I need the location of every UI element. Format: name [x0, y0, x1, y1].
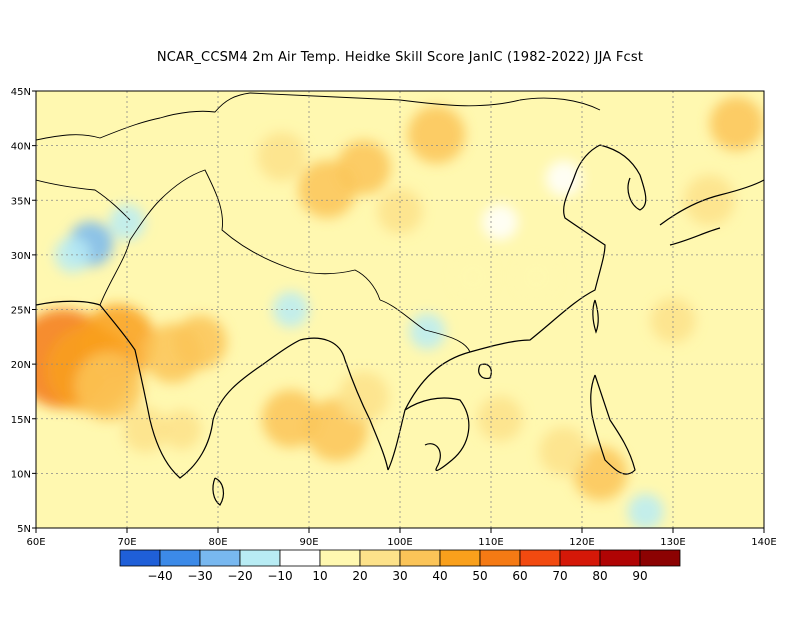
- colorbar-swatch: [519, 549, 561, 567]
- colorbar-swatch: [159, 549, 201, 567]
- lon-tick-label: 110E: [478, 537, 503, 548]
- lon-tick-label: 60E: [26, 537, 45, 548]
- colorbar-swatch: [439, 549, 481, 567]
- skill-score-region: [272, 291, 309, 328]
- lat-tick-label: 5N: [17, 524, 31, 535]
- colorbar-label: −40: [147, 569, 172, 583]
- lon-tick-label: 100E: [387, 537, 412, 548]
- lat-tick-label: 40N: [11, 142, 31, 153]
- lon-tick-label: 140E: [751, 537, 776, 548]
- skill-score-region: [338, 371, 389, 423]
- skill-score-region: [407, 105, 466, 164]
- skill-score-region: [545, 160, 582, 197]
- country-borders: [36, 92, 601, 353]
- colorbar-label: −20: [227, 569, 252, 583]
- longitude-axis: 60E 70E 80E 90E 100E 110E 120E 130E 140E: [26, 528, 777, 548]
- colorbar-swatch: [319, 549, 361, 567]
- lon-tick-label: 70E: [117, 537, 136, 548]
- skill-score-region: [684, 175, 735, 226]
- colorbar-swatch: [479, 549, 521, 567]
- skill-score-region: [627, 493, 664, 528]
- colorbar-swatch: [599, 549, 641, 567]
- lat-tick-label: 30N: [11, 251, 31, 262]
- lat-tick-label: 20N: [11, 360, 31, 371]
- skill-score-region: [122, 407, 168, 453]
- map-title: NCAR_CCSM4 2m Air Temp. Heidke Skill Sco…: [156, 50, 644, 65]
- lon-tick-label: 120E: [569, 537, 594, 548]
- lat-tick-label: 25N: [11, 306, 31, 317]
- skill-score-region: [257, 132, 307, 181]
- colorbar-label: 90: [632, 569, 647, 583]
- colorbar-swatch: [119, 549, 161, 567]
- colorbar-label: 60: [512, 569, 527, 583]
- lat-tick-label: 45N: [11, 87, 31, 98]
- skill-score-region: [336, 140, 391, 195]
- colorbar-swatch: [199, 549, 241, 567]
- skill-score-region: [74, 351, 143, 421]
- colorbar-label: 20: [352, 569, 367, 583]
- lon-tick-label: 80E: [208, 537, 227, 548]
- colorbar-label: 50: [472, 569, 487, 583]
- lon-tick-label: 130E: [660, 537, 685, 548]
- lat-tick-label: 10N: [11, 469, 31, 480]
- skill-score-region: [172, 315, 227, 370]
- colorbar-label: 80: [592, 569, 607, 583]
- colorbar-label: 30: [392, 569, 407, 583]
- lat-tick-label: 35N: [11, 196, 31, 207]
- skill-score-region: [454, 258, 491, 295]
- skill-score-region: [539, 427, 589, 476]
- skill-score-region: [477, 396, 523, 442]
- skill-score-region: [573, 446, 628, 501]
- skill-score-region: [409, 313, 446, 350]
- lon-tick-label: 90E: [299, 537, 318, 548]
- skill-score-region: [161, 409, 202, 450]
- colorbar-label: 70: [552, 569, 567, 583]
- colorbar-swatch: [559, 549, 601, 567]
- skill-score-region: [482, 204, 519, 241]
- colorbar-swatch: [279, 549, 321, 567]
- colorbar-swatch: [359, 549, 401, 567]
- coastlines: [36, 144, 764, 506]
- colorbar-label: 10: [312, 569, 327, 583]
- colorbar-label: 40: [432, 569, 447, 583]
- colorbar-label: −10: [267, 569, 292, 583]
- colorbar-swatch: [639, 549, 681, 567]
- colorbar-label: −30: [187, 569, 212, 583]
- skill-score-region: [262, 389, 320, 448]
- colorbar: −40 −30 −20 −10 10 20 30 40 50 60 70 80 90: [119, 549, 681, 583]
- skill-score-region: [518, 258, 555, 295]
- graticule: [36, 91, 764, 528]
- colorbar-swatch: [399, 549, 441, 567]
- colorbar-swatch: [239, 549, 281, 567]
- skill-score-region: [709, 96, 764, 151]
- lat-tick-label: 15N: [11, 415, 31, 426]
- latitude-axis: 5N 10N 15N 20N 25N 30N 35N 40N 45N: [11, 87, 36, 535]
